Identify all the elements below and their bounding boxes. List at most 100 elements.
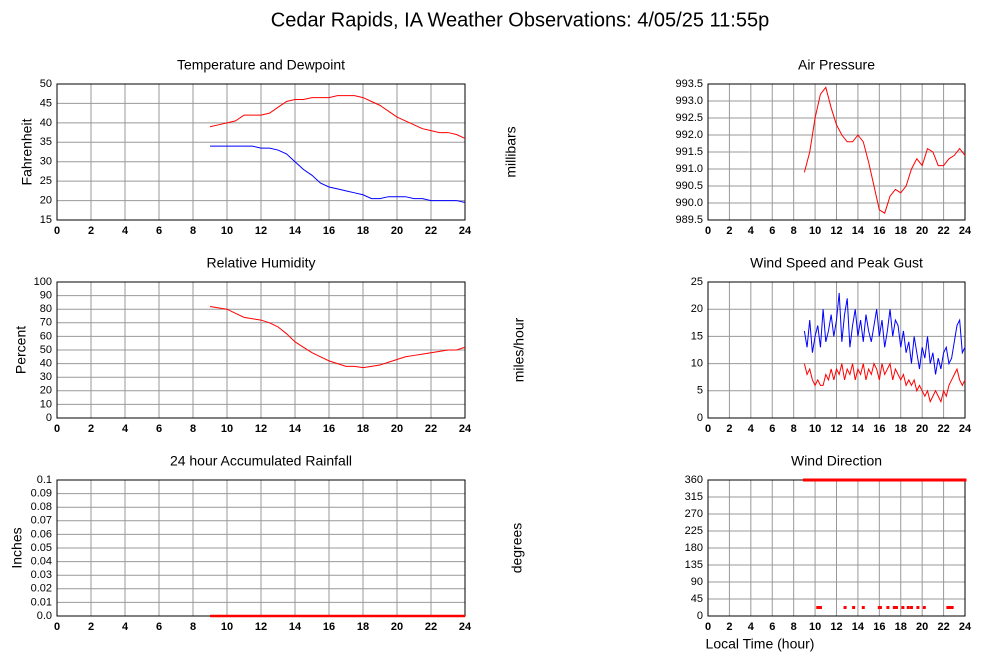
y-tick-label: 315 (685, 491, 703, 503)
chart-title: 24 hour Accumulated Rainfall (170, 453, 352, 469)
y-tick-label: 5 (697, 385, 703, 397)
data-point (872, 478, 876, 482)
y-tick-label: 0.05 (31, 542, 52, 554)
data-point (856, 478, 860, 482)
data-point (888, 478, 892, 482)
data-point (810, 478, 814, 482)
data-point (835, 478, 838, 482)
y-tick-label: 25 (691, 276, 703, 288)
data-point (963, 478, 967, 482)
y-tick-label: 992.0 (675, 129, 703, 141)
y-tick-label: 990.5 (675, 180, 703, 192)
x-tick-label: 0 (54, 621, 60, 633)
data-point (948, 606, 952, 609)
y-tick-label: 90 (40, 290, 52, 302)
y-tick-label: 40 (40, 358, 52, 370)
y-tick-label: 225 (685, 525, 703, 537)
x-tick-label: 2 (88, 225, 94, 237)
plot-frame (56, 83, 466, 221)
x-tick-label: 12 (830, 225, 842, 237)
plot-frame (707, 83, 966, 221)
x-tick-label: 4 (748, 621, 755, 633)
x-tick-label: 20 (391, 225, 403, 237)
data-point (936, 478, 940, 482)
x-tick-label: 20 (391, 621, 403, 633)
y-tick-label: 0.09 (31, 488, 52, 500)
x-tick-label: 0 (705, 621, 711, 633)
plot-frame (56, 281, 466, 419)
x-tick-label: 8 (791, 423, 797, 435)
x-tick-label: 10 (221, 225, 233, 237)
page-title: Cedar Rapids, IA Weather Observations: 4… (271, 9, 769, 31)
data-point (928, 478, 932, 482)
x-tick-label: 4 (122, 423, 129, 435)
x-tick-label: 18 (895, 621, 907, 633)
data-point (917, 478, 921, 482)
data-point (859, 478, 863, 482)
series-line (803, 292, 966, 375)
y-axis-label: Inches (9, 527, 25, 568)
y-tick-label: 15 (40, 214, 52, 226)
y-tick-label: 991.5 (675, 146, 703, 158)
x-tick-label: 0 (705, 423, 711, 435)
y-tick-label: 0.0 (37, 610, 52, 622)
x-tick-label: 10 (221, 423, 233, 435)
y-axis-label: millibars (503, 126, 519, 177)
x-tick-label: 18 (895, 423, 907, 435)
x-tick-label: 22 (425, 423, 437, 435)
data-point (805, 478, 809, 482)
x-tick-label: 6 (769, 225, 775, 237)
x-tick-label: 6 (769, 423, 775, 435)
data-point (852, 606, 856, 609)
y-tick-label: 30 (40, 371, 52, 383)
x-tick-label: 6 (156, 423, 162, 435)
x-tick-label: 2 (726, 423, 732, 435)
x-tick-label: 18 (357, 423, 369, 435)
series-line (803, 361, 966, 404)
y-tick-label: 60 (40, 330, 52, 342)
series-line (209, 305, 466, 369)
data-point (909, 606, 913, 609)
y-tick-label: 0.04 (31, 556, 52, 568)
x-tick-label: 2 (726, 621, 732, 633)
y-tick-label: 15 (691, 330, 703, 342)
x-tick-label: 14 (289, 621, 302, 633)
data-point (947, 478, 951, 482)
x-tick-label: 18 (357, 225, 369, 237)
x-tick-label: 2 (726, 225, 732, 237)
y-tick-label: 20 (691, 303, 703, 315)
x-tick-label: 16 (323, 621, 335, 633)
x-tick-label: 24 (959, 621, 972, 633)
y-tick-label: 10 (691, 358, 703, 370)
data-point (875, 478, 879, 482)
x-tick-label: 16 (873, 225, 885, 237)
data-point (944, 478, 948, 482)
x-tick-label: 16 (323, 423, 335, 435)
y-tick-label: 45 (40, 97, 52, 109)
chart-title: Temperature and Dewpoint (177, 57, 345, 73)
y-tick-label: 70 (40, 317, 52, 329)
x-tick-label: 8 (791, 225, 797, 237)
data-point (845, 478, 849, 482)
y-tick-label: 80 (40, 303, 52, 315)
y-tick-label: 989.5 (675, 214, 703, 226)
x-tick-label: 18 (895, 225, 907, 237)
data-point (883, 478, 887, 482)
x-tick-label: 24 (459, 225, 472, 237)
y-tick-label: 991.0 (675, 163, 703, 175)
data-point (904, 478, 908, 482)
y-tick-label: 25 (40, 175, 52, 187)
y-tick-label: 135 (685, 559, 703, 571)
y-tick-label: 0.02 (31, 583, 52, 595)
y-axis-label: degrees (509, 523, 525, 574)
x-tick-label: 10 (221, 621, 233, 633)
x-tick-label: 12 (830, 621, 842, 633)
y-tick-label: 270 (685, 508, 703, 520)
y-axis-label: Fahrenheit (19, 118, 35, 185)
y-tick-label: 992.5 (675, 112, 703, 124)
data-point (939, 478, 943, 482)
data-point (818, 606, 822, 609)
data-point (840, 478, 844, 482)
data-point (818, 478, 822, 482)
data-point (851, 478, 855, 482)
